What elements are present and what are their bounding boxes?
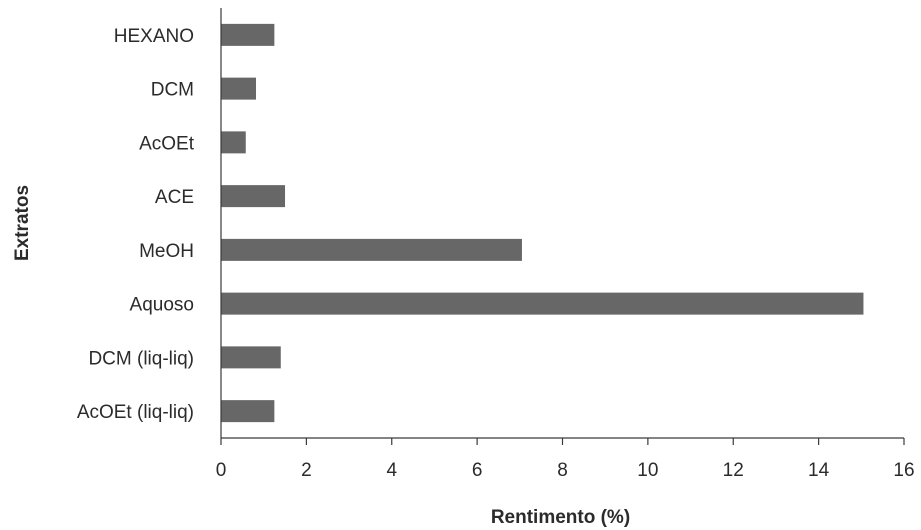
category-label-4: MeOH [139,241,194,262]
category-label-5: Aquoso [130,295,194,316]
category-label-7: AcOEt (liq-liq) [77,402,194,423]
x-tick-label-3: 6 [472,460,483,481]
x-tick-label-5: 10 [637,460,658,481]
bars-group [221,23,864,423]
bar-4 [221,238,522,261]
category-labels: HEXANO DCM AcOEt ACE MeOH Aquoso DCM (liq-liq)… [77,26,195,423]
x-axis-title: Rentimento (%) [491,507,630,528]
category-label-3: ACE [155,187,194,208]
bar-2 [221,131,246,154]
x-tick-label-0: 0 [216,460,227,481]
x-tick-label-1: 2 [301,460,312,481]
x-ticks: 0 2 4 6 8 10 12 14 16 [216,438,915,481]
x-tick-label-8: 16 [893,460,914,481]
bar-5 [221,292,864,315]
category-label-1: DCM [151,80,194,101]
category-label-6: DCM (liq-liq) [88,348,194,369]
bar-0 [221,23,275,46]
bar-3 [221,185,286,208]
x-tick-label-4: 8 [557,460,568,481]
bar-7 [221,400,275,423]
category-label-0: HEXANO [114,26,194,47]
x-tick-label-7: 14 [808,460,830,481]
x-tick-label-2: 4 [386,460,397,481]
x-tick-label-6: 12 [723,460,744,481]
y-axis-title: Extratos [12,185,33,261]
bar-6 [221,346,281,369]
bar-1 [221,77,257,100]
category-label-2: AcOEt [139,133,195,154]
